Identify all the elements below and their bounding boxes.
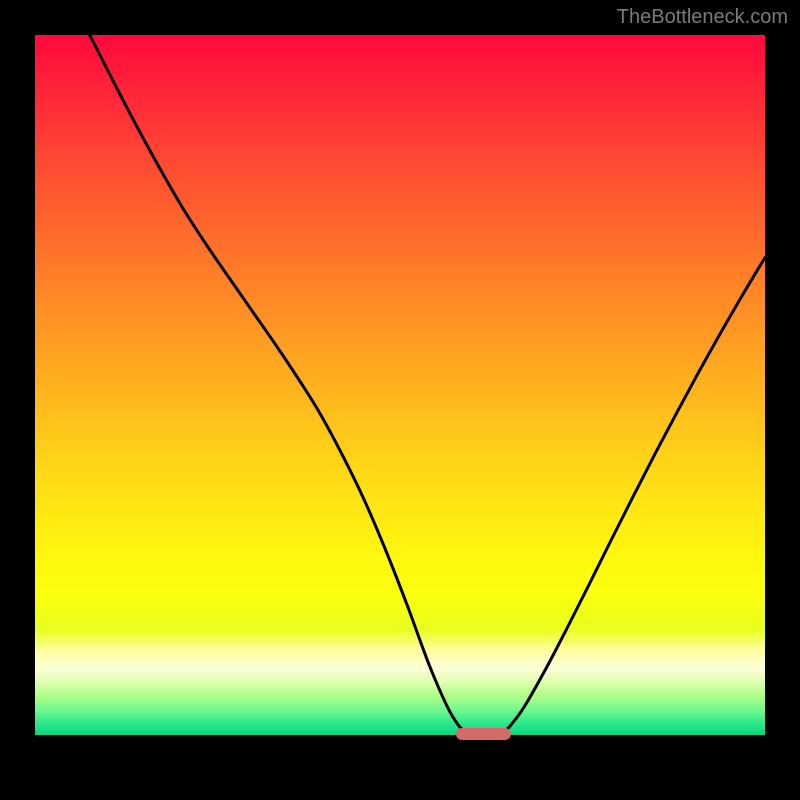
watermark-text: TheBottleneck.com <box>617 6 788 29</box>
plot-area <box>35 35 765 735</box>
gradient-strip <box>35 733 765 735</box>
gradient-background <box>35 35 765 735</box>
